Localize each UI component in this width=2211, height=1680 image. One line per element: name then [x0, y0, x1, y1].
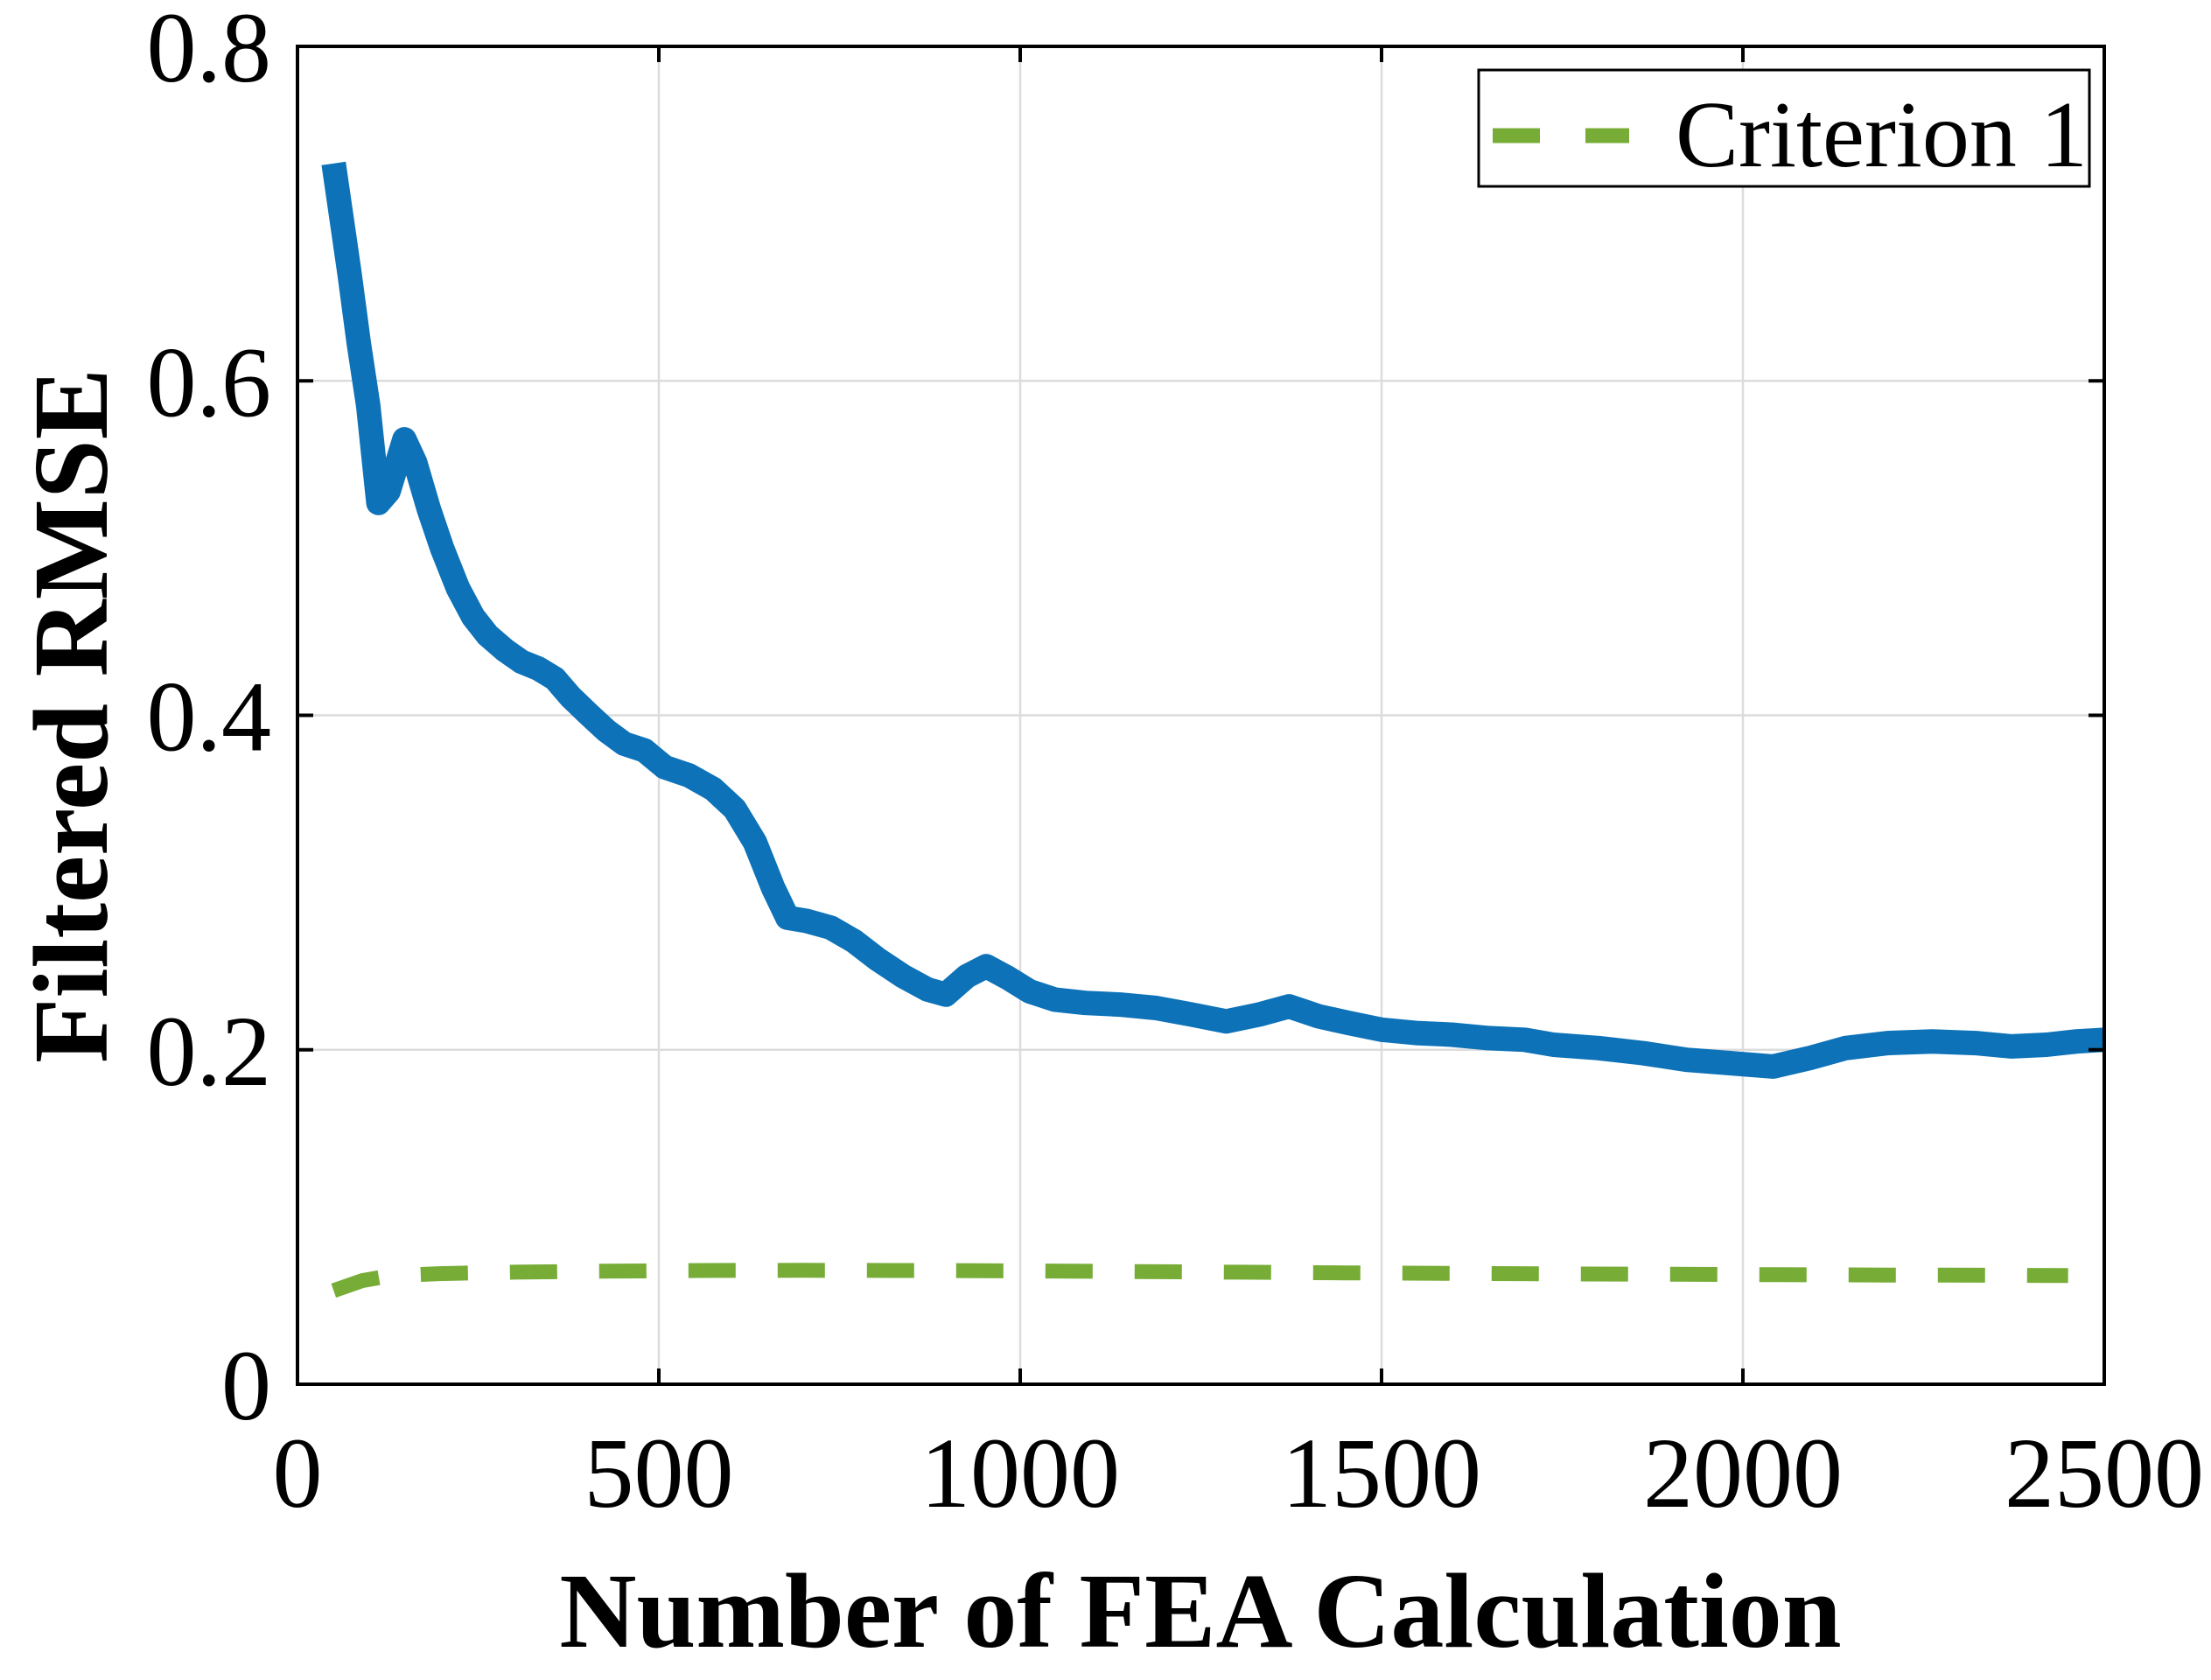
- y-axis-label: Filtered RMSE: [12, 368, 130, 1063]
- y-tick-label: 0.8: [147, 0, 272, 103]
- x-tick-label: 2000: [1643, 1418, 1843, 1529]
- x-tick-label: 1000: [920, 1418, 1120, 1529]
- series-lines: [321, 161, 2105, 1298]
- tick-labels: 0 500 1000 1500 2000 2500 0 0.2 0.4 0.6 0.8: [147, 0, 2205, 1529]
- plot-border: [296, 45, 2106, 1386]
- x-axis-label: Number of FEA Calculation: [559, 1552, 1841, 1670]
- x-tick-label: 0: [273, 1418, 323, 1529]
- x-tick-label: 2500: [2005, 1418, 2204, 1529]
- x-tick-label: 500: [584, 1418, 734, 1529]
- legend: Criterion 1: [1477, 68, 2091, 188]
- legend-label: Criterion 1: [1676, 83, 2088, 187]
- y-tick-label: 0.6: [147, 326, 272, 438]
- axis-ticks: [297, 46, 2104, 1384]
- gridlines: [297, 46, 2104, 1384]
- series-line-criterion-1: [331, 1263, 2068, 1298]
- legend-box: [1477, 68, 2091, 188]
- y-tick-label: 0.4: [147, 662, 272, 773]
- y-tick-label: 0.2: [147, 996, 272, 1107]
- y-tick-label: 0: [221, 1330, 271, 1441]
- series-line-filtered-rmse: [321, 161, 2105, 1079]
- x-tick-label: 1500: [1282, 1418, 1481, 1529]
